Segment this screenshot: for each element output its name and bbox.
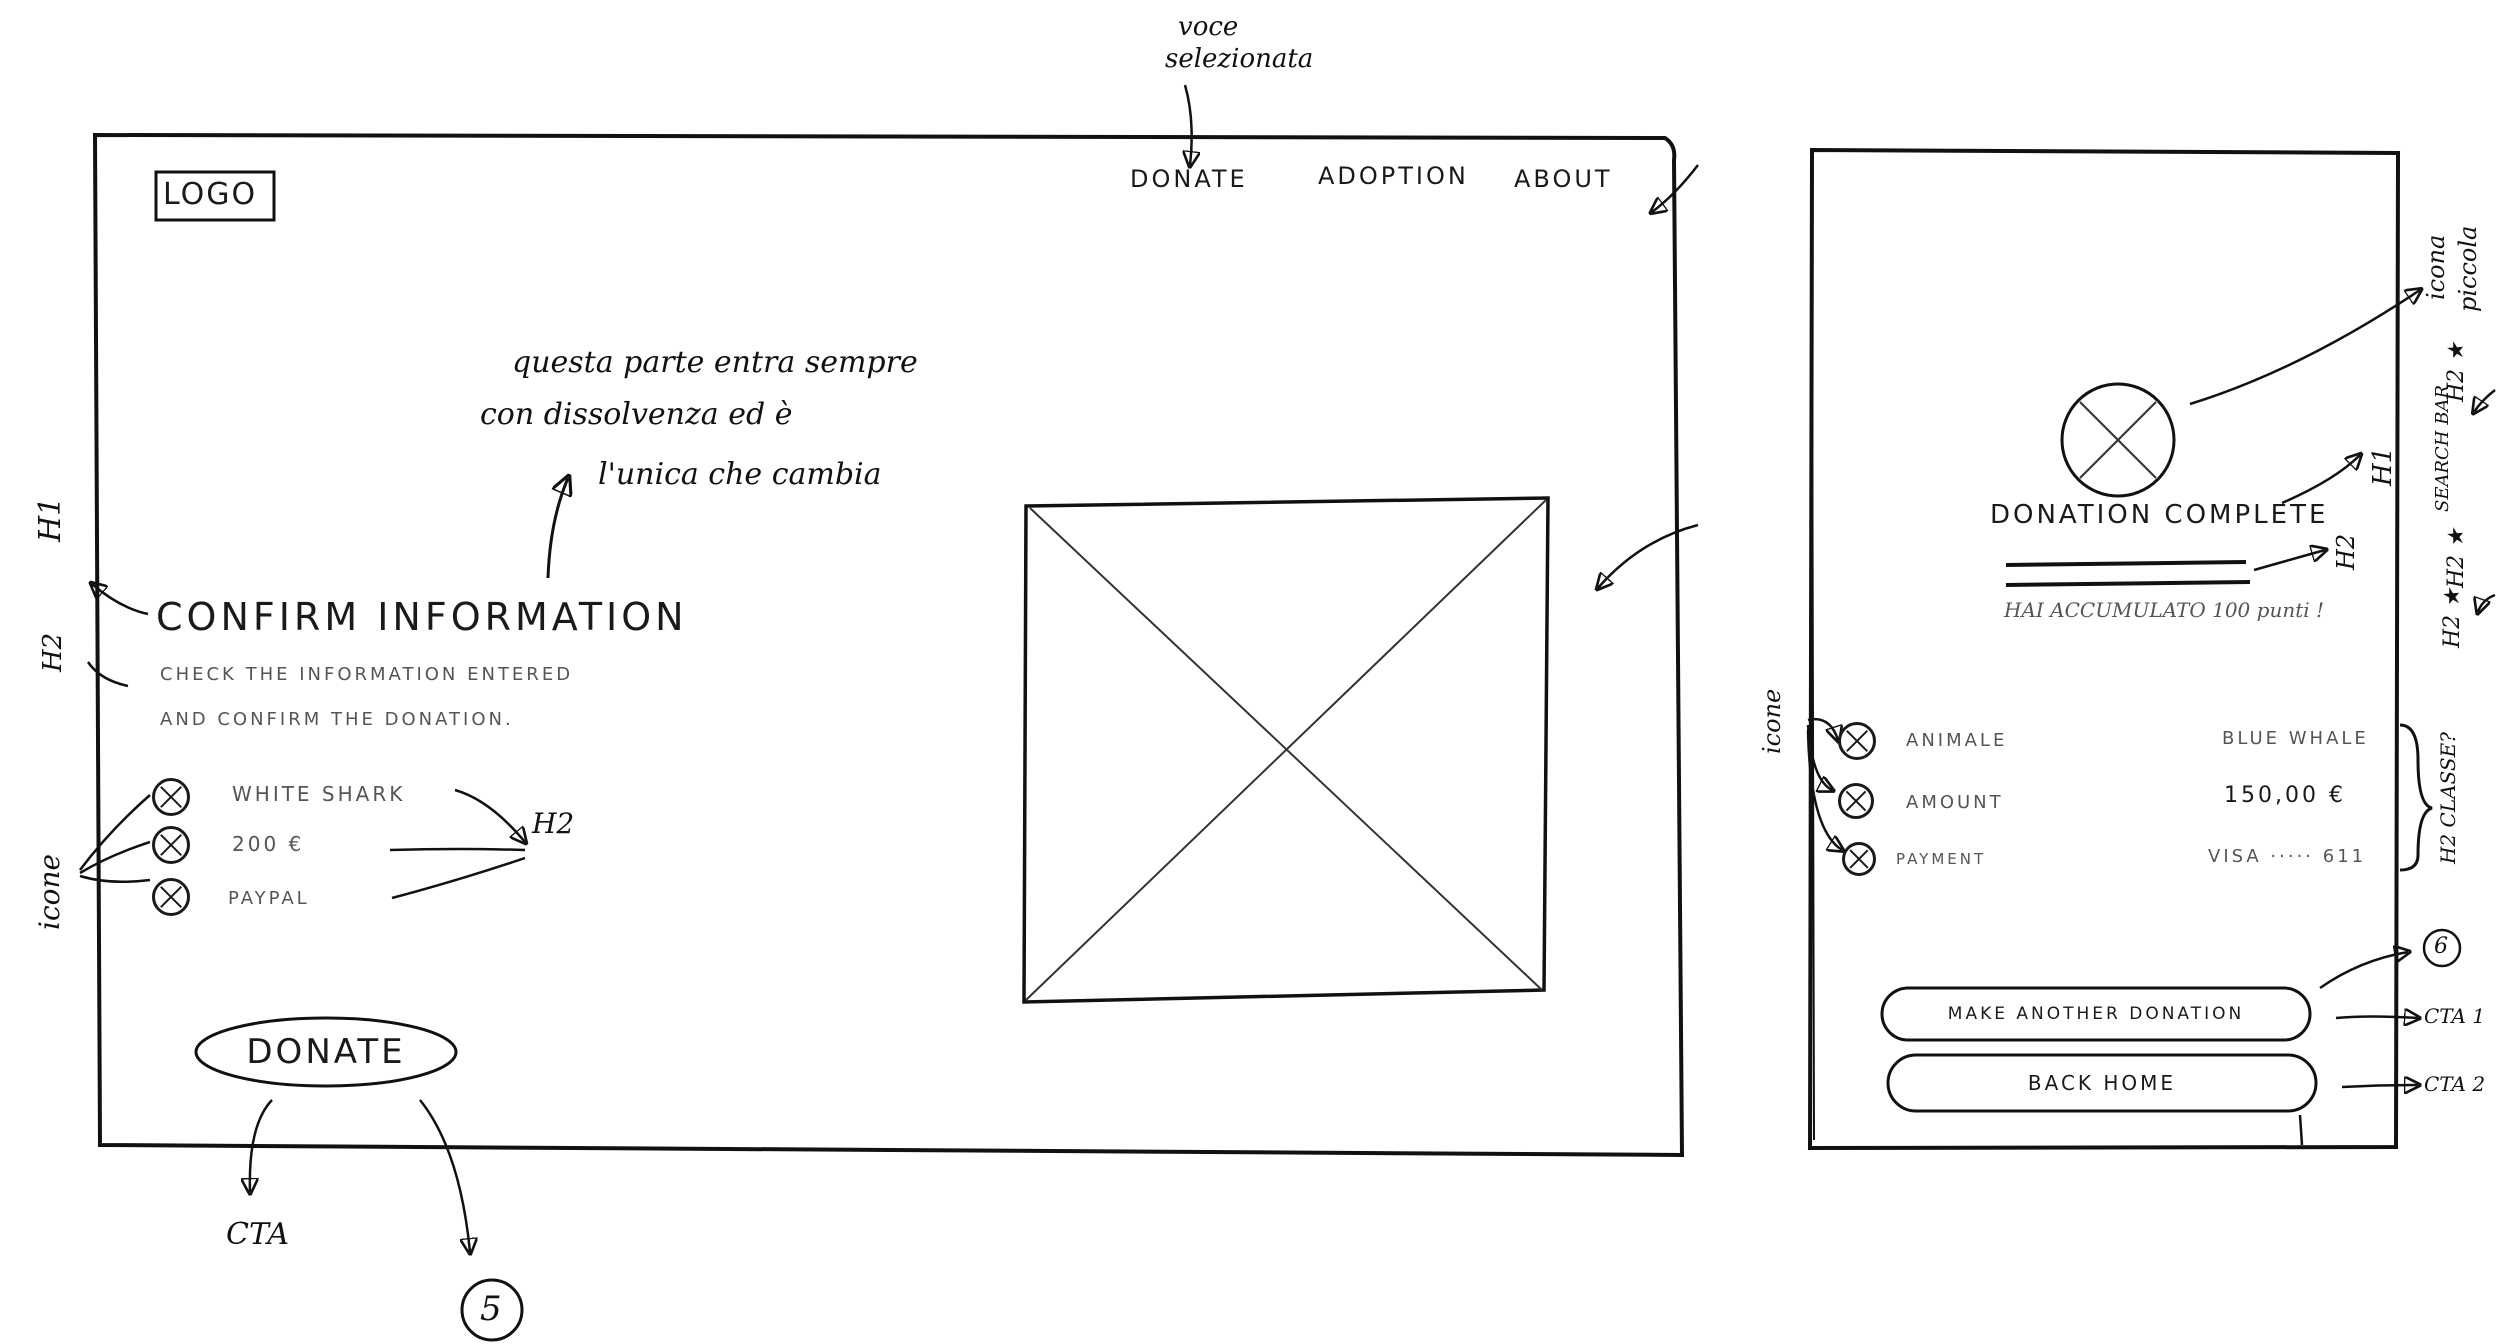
cta1-arrow xyxy=(2335,1017,2418,1019)
annotation-side-search-bar: SEARCH BAR xyxy=(2432,385,2453,512)
annotation-mobile-classes: H2 CLASSE? xyxy=(2436,732,2460,864)
mobile-rule-1 xyxy=(2005,560,2247,567)
mobile-animal-icon xyxy=(1838,722,1876,760)
page-title: CONFIRM INFORMATION xyxy=(156,595,688,639)
mobile-row-payment-value: VISA ····· 611 xyxy=(2208,846,2367,867)
annotation-note-line1: questa parte entra sempre xyxy=(512,345,918,380)
donate-cta-outline xyxy=(194,1016,458,1088)
back-home-button[interactable]: BACK HOME xyxy=(2027,1071,2177,1095)
icone-arrow-1 xyxy=(79,794,151,871)
annotation-icona: icona xyxy=(2422,234,2450,300)
annotation-side-h2-b: H2 ★ xyxy=(2444,528,2469,588)
m-h2-arrow xyxy=(2253,550,2325,572)
nav-item-donate[interactable]: DONATE xyxy=(1130,165,1248,193)
step5-circle xyxy=(460,1278,524,1342)
nav-side-arrow xyxy=(1652,164,1699,212)
annotation-mobile-h2: H2 xyxy=(2332,533,2360,570)
logo-box xyxy=(154,170,276,222)
voce-arrow xyxy=(1185,84,1192,165)
side-arrow-1 xyxy=(2474,389,2496,412)
mobile-row-payment-label: PAYMENT xyxy=(1896,850,1987,868)
image-side-arrow xyxy=(1598,523,1699,588)
mobile-frame xyxy=(1807,147,2401,1151)
mobile-row-amount-label: AMOUNT xyxy=(1906,792,2004,813)
annotation-h1: H1 xyxy=(33,496,68,542)
mobile-complete-icon xyxy=(2060,382,2176,498)
step6-arrow xyxy=(2319,952,2408,990)
icona-arrow xyxy=(2189,290,2420,406)
icone-arrow-3 xyxy=(79,874,151,884)
amount-icon xyxy=(152,826,190,864)
cta-arrow xyxy=(250,1099,273,1192)
mobile-payment-icon xyxy=(1842,842,1876,876)
desktop-frame xyxy=(92,132,1685,1158)
annotation-step5: 5 xyxy=(480,1289,502,1329)
mobile-title: DONATION COMPLETE xyxy=(1990,500,2329,530)
h2-right-arrow-2 xyxy=(389,847,526,852)
annotation-mobile-icone: icone xyxy=(1758,688,1786,754)
annotation-h2-right: H2 xyxy=(532,807,575,840)
summary-amount: 200 € xyxy=(232,832,305,856)
annotation-cta2: CTA 2 xyxy=(2424,1072,2486,1096)
cta2-arrow xyxy=(2341,1085,2418,1087)
logo: LOGO xyxy=(163,177,258,212)
payment-icon xyxy=(152,878,190,916)
side-arrow-2 xyxy=(2478,593,2496,612)
annotation-mobile-h1: H1 xyxy=(2368,446,2398,486)
h1-arrow xyxy=(92,584,149,616)
mobile-row-amount-value: 150,00 € xyxy=(2224,783,2346,808)
annotation-piccola: piccola xyxy=(2454,225,2482,312)
annotation-h2: H2 xyxy=(38,632,68,672)
icone-arrow-2 xyxy=(79,840,151,875)
annotation-voce: voce xyxy=(1178,12,1239,42)
image-placeholder xyxy=(1022,496,1550,1004)
page-subtitle-line2: AND CONFIRM THE DONATION. xyxy=(160,709,514,730)
m-brace xyxy=(2399,723,2433,872)
annotation-cta1: CTA 1 xyxy=(2424,1004,2486,1028)
h2-right-arrow-1 xyxy=(454,788,525,842)
step6-circle xyxy=(2422,928,2462,968)
annotation-icone: icone xyxy=(33,853,66,930)
donate-button[interactable]: DONATE xyxy=(246,1032,406,1072)
m-icone-arrow-1 xyxy=(1807,717,1838,740)
h2-right-arrow-3 xyxy=(391,856,526,900)
page-subtitle-line1: CHECK THE INFORMATION ENTERED xyxy=(160,664,574,685)
mobile-amount-icon xyxy=(1838,783,1874,819)
annotation-note-line2: con dissolvenza ed è xyxy=(480,397,793,432)
summary-animal: WHITE SHARK xyxy=(232,782,406,806)
annotation-selezionata: selezionata xyxy=(1165,44,1314,74)
mobile-row-animal-label: ANIMALE xyxy=(1906,730,2008,751)
cta2-outline xyxy=(1886,1053,2318,1113)
mobile-rule-2 xyxy=(2005,580,2251,587)
annotation-cta: CTA xyxy=(226,1217,289,1252)
annotation-side-h2-c: H2 ★ xyxy=(2440,588,2465,648)
annotation-step6: 6 xyxy=(2434,934,2448,959)
annotation-note-line3: l'unica che cambia xyxy=(598,457,882,492)
m-h1-arrow xyxy=(2281,455,2360,505)
mobile-row-animal-value: BLUE WHALE xyxy=(2222,728,2369,749)
cta1-outline xyxy=(1880,986,2312,1042)
nav-item-adoption[interactable]: ADOPTION xyxy=(1318,162,1469,190)
animal-icon xyxy=(152,778,190,816)
step5-arrow xyxy=(419,1099,470,1252)
note-arrow xyxy=(546,478,568,579)
h2-arrow xyxy=(86,661,129,688)
m-icone-arrow-3 xyxy=(1806,729,1842,850)
nav-item-about[interactable]: ABOUT xyxy=(1514,165,1613,193)
summary-payment: PAYPAL xyxy=(228,888,310,909)
make-another-donation-button[interactable]: MAKE ANOTHER DONATION xyxy=(1947,1004,2245,1024)
mobile-points-text: HAI ACCUMULATO 100 punti ! xyxy=(2004,598,2325,622)
